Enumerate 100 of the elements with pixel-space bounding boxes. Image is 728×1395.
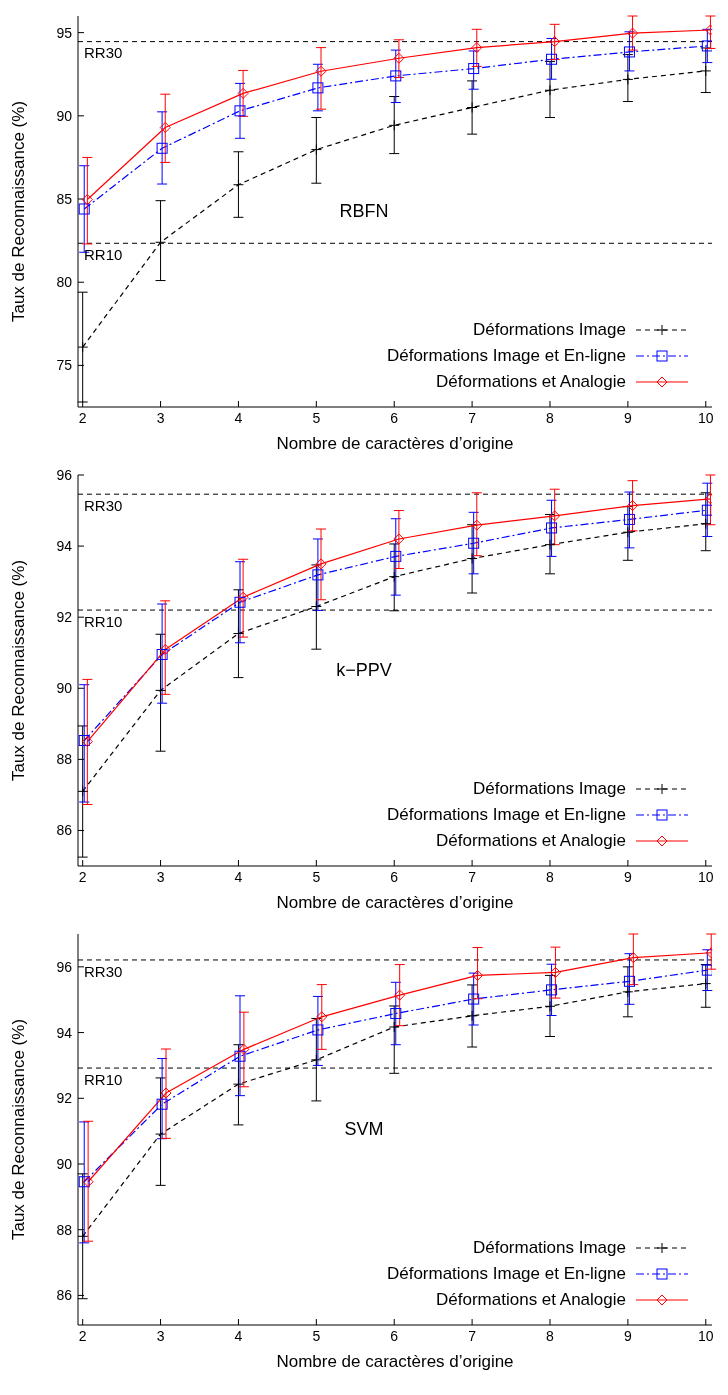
- x-tick-label: 5: [312, 1327, 321, 1344]
- point: [627, 27, 639, 39]
- legend-label: Déformations et Analogie: [436, 1289, 626, 1311]
- y-tick-label: 85: [56, 190, 73, 207]
- point: [466, 553, 478, 565]
- point: [390, 1008, 402, 1020]
- point: [315, 65, 327, 77]
- point: [549, 36, 561, 48]
- point: [315, 558, 327, 570]
- y-tick-label: 95: [56, 24, 73, 41]
- y-tick-label: 92: [56, 1090, 73, 1107]
- legend-label: Déformations Image et En-ligne: [386, 804, 626, 826]
- point: [312, 1024, 324, 1036]
- point: [234, 1050, 246, 1062]
- point: [78, 1230, 89, 1242]
- y-tick-label: 80: [56, 274, 73, 291]
- point: [310, 601, 322, 613]
- point: [627, 952, 639, 964]
- point: [316, 1011, 328, 1023]
- point: [546, 984, 558, 996]
- legend-label: Déformations Image: [472, 778, 626, 800]
- point: [549, 510, 561, 522]
- point: [310, 1054, 322, 1066]
- point: [393, 52, 405, 64]
- point: [78, 785, 89, 797]
- x-tick-label: 6: [390, 868, 399, 885]
- point: [232, 628, 244, 640]
- point: [623, 975, 635, 987]
- x-tick-label: 3: [156, 409, 165, 426]
- y-tick-label: 86: [56, 822, 73, 839]
- legend-label: Déformations Image et En-ligne: [386, 1263, 626, 1285]
- point: [156, 142, 168, 154]
- x-tick-label: 7: [468, 409, 477, 426]
- ref-line-label: RR10: [84, 245, 123, 263]
- point: [471, 519, 483, 531]
- y-tick-label: 88: [56, 751, 73, 768]
- y-tick-label: 92: [56, 609, 73, 626]
- point: [237, 591, 249, 603]
- point: [701, 964, 712, 976]
- legend-label: Déformations et Analogie: [436, 371, 626, 393]
- x-tick-label: 8: [546, 409, 555, 426]
- point: [622, 526, 634, 538]
- point: [78, 341, 89, 353]
- point: [155, 1128, 167, 1140]
- point: [159, 644, 171, 656]
- legend-label: Déformations et Analogie: [436, 830, 626, 852]
- x-tick-label: 6: [390, 1327, 399, 1344]
- x-tick-label: 3: [156, 868, 165, 885]
- y-tick-label: 96: [56, 958, 73, 975]
- point: [466, 102, 478, 114]
- point: [234, 105, 246, 117]
- point: [544, 539, 556, 551]
- point: [82, 1176, 94, 1188]
- point: [312, 569, 324, 581]
- x-tick-label: 5: [312, 409, 321, 426]
- y-tick-label: 94: [56, 1024, 73, 1041]
- y-axis-title: Taux de Reconnaissance (%): [9, 1018, 29, 1241]
- x-tick-label: 7: [468, 868, 477, 885]
- annotation: SVM: [344, 1118, 384, 1140]
- point: [468, 993, 480, 1005]
- ref-line-label: RR30: [84, 962, 123, 980]
- x-tick-label: 3: [156, 1327, 165, 1344]
- point: [622, 986, 634, 998]
- x-tick-label: 10: [697, 409, 714, 426]
- point: [237, 87, 249, 99]
- y-axis-title: Taux de Reconnaissance (%): [9, 559, 29, 782]
- x-tick-label: 6: [390, 409, 399, 426]
- ref-line-label: RR10: [84, 612, 123, 630]
- y-tick-label: 88: [56, 1221, 73, 1238]
- point: [623, 46, 635, 58]
- x-tick-label: 4: [234, 1327, 243, 1344]
- point: [544, 1000, 556, 1012]
- point: [623, 513, 635, 525]
- x-tick-label: 2: [78, 1327, 87, 1344]
- ref-line-label: RR30: [84, 44, 123, 62]
- x-tick-label: 9: [623, 1327, 632, 1344]
- point: [466, 1010, 478, 1022]
- point: [234, 596, 246, 608]
- point: [78, 203, 90, 215]
- point: [390, 70, 402, 82]
- point: [388, 119, 400, 131]
- x-tick-label: 9: [623, 409, 632, 426]
- x-tick-label: 5: [312, 868, 321, 885]
- annotation: RBFN: [339, 200, 389, 222]
- point: [468, 63, 480, 75]
- y-tick-label: 90: [56, 680, 73, 697]
- x-axis-title: Nombre de caractères d’origine: [276, 893, 514, 912]
- point: [310, 144, 322, 156]
- annotation: k−PPV: [336, 659, 392, 681]
- point: [622, 73, 634, 85]
- point: [472, 969, 484, 981]
- point: [388, 571, 400, 583]
- point: [393, 533, 405, 545]
- ref-line-label: RR10: [84, 1070, 123, 1088]
- x-tick-label: 2: [78, 409, 87, 426]
- point: [701, 40, 712, 52]
- x-tick-label: 10: [697, 1327, 714, 1344]
- point: [238, 1043, 250, 1055]
- y-tick-label: 96: [56, 466, 73, 483]
- point: [471, 42, 483, 54]
